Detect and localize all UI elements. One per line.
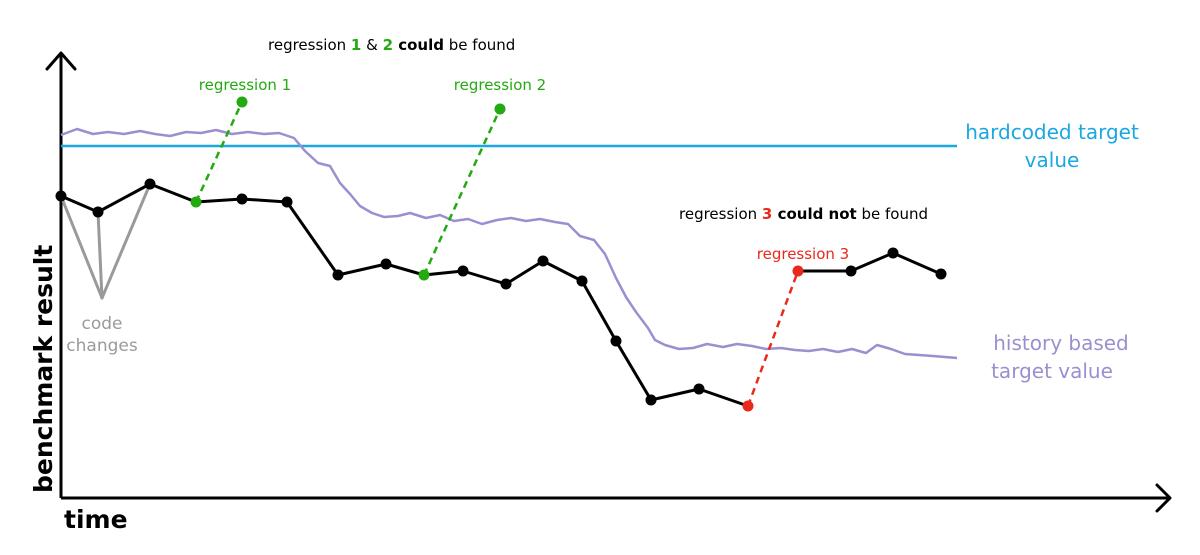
history-target-label-line2: target value — [991, 359, 1113, 383]
benchmark-point — [537, 255, 549, 267]
history-target-label-line1: history based — [993, 331, 1129, 355]
benchmark-point — [92, 206, 104, 218]
notfound-prefix: regression — [679, 205, 762, 223]
benchmark-point — [887, 247, 899, 259]
benchmark-point — [845, 265, 857, 277]
benchmark-point — [645, 394, 657, 406]
regression-1-end-point — [236, 96, 248, 108]
regression-3-start-point — [742, 400, 754, 412]
code-change-pointer-3 — [100, 182, 152, 300]
regression-1-label: regression 1 — [199, 76, 291, 94]
found-amp: & — [361, 36, 382, 54]
regression-2-label: regression 2 — [454, 76, 546, 94]
notfound-suffix: be found — [857, 205, 928, 223]
code-changes-label-line2: changes — [66, 336, 138, 356]
found-num-2: 2 — [383, 36, 393, 54]
regression-2-connector — [422, 108, 502, 276]
benchmark-point — [935, 268, 947, 280]
code-change-pointer-1 — [59, 194, 104, 300]
notfound-could-not: could not — [772, 205, 856, 223]
regression-2-start-point — [418, 269, 430, 281]
regression-3-connector — [746, 270, 800, 407]
benchmark-point — [457, 265, 469, 277]
benchmark-point — [610, 335, 622, 347]
benchmark-point — [693, 383, 705, 395]
x-axis-arrowhead — [1155, 483, 1172, 513]
regression-3-label: regression 3 — [757, 245, 849, 263]
benchmark-point — [55, 190, 67, 202]
history-target-line — [60, 127, 958, 360]
hardcoded-target-label-line1: hardcoded target — [965, 120, 1139, 144]
code-changes-pointers — [59, 182, 152, 300]
found-num-1: 1 — [351, 36, 361, 54]
code-changes-label-line1: code — [82, 314, 123, 334]
axes: time benchmark result — [29, 51, 1172, 534]
code-change-pointer-2 — [96, 210, 104, 300]
benchmark-line-main — [60, 182, 749, 408]
benchmark-point — [500, 278, 512, 290]
y-axis-arrowhead — [45, 51, 77, 71]
regression-1-connector — [194, 101, 244, 203]
benchmark-point — [236, 193, 248, 205]
found-could: could — [393, 36, 444, 54]
benchmark-line-after — [798, 251, 942, 276]
benchmark-point — [144, 178, 156, 190]
found-caption: regression 1 & 2 could be found — [268, 36, 515, 54]
regression-1-start-point — [190, 196, 202, 208]
benchmark-point — [332, 269, 344, 281]
notfound-num: 3 — [762, 205, 772, 223]
regression-2-end-point — [494, 103, 506, 115]
x-axis-label: time — [64, 505, 128, 534]
benchmark-points — [55, 178, 947, 406]
benchmark-point — [380, 258, 392, 270]
notfound-caption: regression 3 could not be found — [679, 205, 928, 223]
regression-3-end-point — [792, 265, 804, 277]
found-suffix: be found — [444, 36, 515, 54]
benchmark-point — [281, 196, 293, 208]
hardcoded-target-label-line2: value — [1025, 148, 1080, 172]
benchmark-point — [576, 275, 588, 287]
found-prefix: regression — [268, 36, 351, 54]
y-axis-label: benchmark result — [29, 245, 58, 493]
